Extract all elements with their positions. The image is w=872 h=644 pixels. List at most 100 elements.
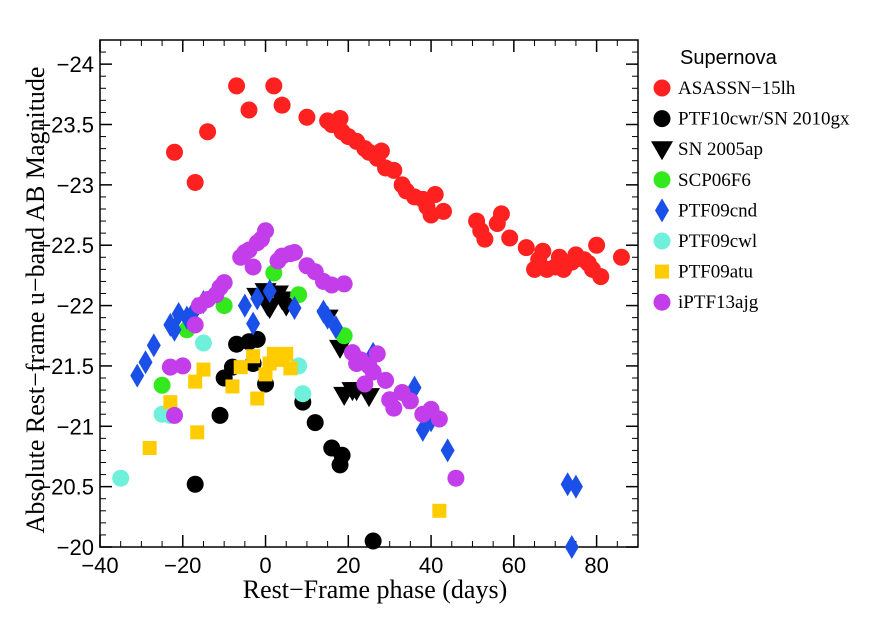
data-point [372, 142, 390, 160]
data-point [258, 299, 281, 319]
y-tick-label: −21.5 [38, 354, 94, 379]
data-point [287, 295, 302, 320]
data-point [358, 388, 380, 408]
data-point [492, 205, 510, 223]
data-point [273, 96, 291, 114]
data-point [323, 276, 341, 294]
data-point [364, 532, 382, 550]
data-point [329, 339, 352, 359]
data-point [568, 474, 583, 499]
data-point [385, 399, 403, 417]
data-point [258, 367, 273, 382]
data-point [163, 395, 178, 410]
legend-label: SCP06F6 [678, 170, 751, 191]
plot-area [99, 39, 639, 548]
data-point [333, 446, 351, 464]
data-point [612, 248, 630, 266]
x-tick-label: 40 [419, 553, 443, 578]
data-point [279, 346, 294, 361]
data-point [174, 357, 192, 375]
data-point [188, 374, 203, 389]
axis-ticks: −40 −20 0 20 40 60 80−20−20.5−21−21.5−22−22.5−… [38, 39, 639, 578]
plot-frame [99, 39, 639, 548]
data-point [161, 358, 179, 376]
legend-label: PTF09cwl [678, 231, 757, 252]
data-point [306, 414, 324, 432]
x-tick-label: −20 [164, 553, 201, 578]
data-point [588, 236, 606, 254]
data-point [298, 108, 316, 126]
legend-marker [653, 293, 671, 311]
legend-label: SN 2005ap [678, 139, 763, 160]
data-point [194, 334, 212, 352]
data-point [434, 202, 452, 220]
y-tick-label: −22.5 [38, 233, 94, 258]
data-point [246, 311, 261, 336]
data-point [426, 186, 444, 204]
data-point [283, 361, 298, 376]
legend-label: PTF10cwr/SN 2010gx [678, 109, 850, 130]
y-tick-label: −23 [57, 173, 94, 198]
legend-label: PTF09atu [678, 262, 753, 283]
data-point [165, 143, 183, 161]
data-point [250, 391, 265, 406]
legend-marker [653, 171, 671, 189]
data-point [476, 230, 494, 248]
series-group [165, 77, 630, 286]
data-point [294, 385, 312, 403]
legend-title: Supernova [680, 47, 778, 69]
x-tick-label: −40 [81, 553, 118, 578]
data-point [186, 173, 204, 191]
data-point [430, 410, 448, 428]
data-point [440, 438, 455, 463]
data-point [244, 258, 262, 276]
data-point [196, 362, 211, 377]
x-tick-label: 60 [502, 553, 526, 578]
series-group [161, 222, 465, 487]
legend: Supernova ASASSN−15lh PTF10cwr/SN 2010gx S… [651, 47, 850, 313]
data-point [153, 376, 171, 394]
data-point [335, 275, 353, 293]
data-point [356, 375, 374, 393]
y-tick-label: −24 [57, 52, 94, 77]
x-tick-label: 80 [584, 553, 608, 578]
data-point [146, 333, 161, 358]
legend-label: PTF09cnd [678, 200, 758, 221]
legend-marker [653, 79, 671, 97]
data-point [237, 293, 252, 318]
data-point [517, 239, 535, 257]
data-point [331, 109, 349, 127]
legend-marker [651, 141, 673, 161]
data-point [364, 363, 382, 381]
data-point [138, 350, 153, 375]
data-point [190, 425, 205, 440]
data-point [447, 469, 465, 487]
data-point [248, 330, 266, 348]
data-point [240, 101, 258, 119]
legend-marker [653, 232, 671, 250]
data-point [592, 268, 610, 286]
data-point [112, 469, 130, 487]
data-point [250, 286, 265, 311]
data-point [564, 535, 579, 559]
data-point [211, 406, 229, 424]
x-tick-label: 20 [336, 553, 360, 578]
data-point [215, 274, 233, 292]
x-tick-label: 0 [259, 553, 271, 578]
data-point [130, 363, 145, 388]
data-point [328, 315, 343, 340]
series-group [142, 346, 447, 518]
data-point [233, 360, 248, 375]
data-point [432, 503, 447, 518]
legend-label: ASASSN−15lh [678, 78, 796, 99]
data-point [186, 475, 204, 493]
data-point [246, 349, 261, 364]
data-markers [112, 77, 630, 559]
data-point [165, 406, 183, 424]
y-tick-label: −22 [57, 294, 94, 319]
y-tick-label: −20 [57, 535, 94, 560]
data-point [385, 161, 403, 179]
legend-label: iPTF13ajg [678, 292, 759, 313]
data-point [199, 123, 217, 141]
